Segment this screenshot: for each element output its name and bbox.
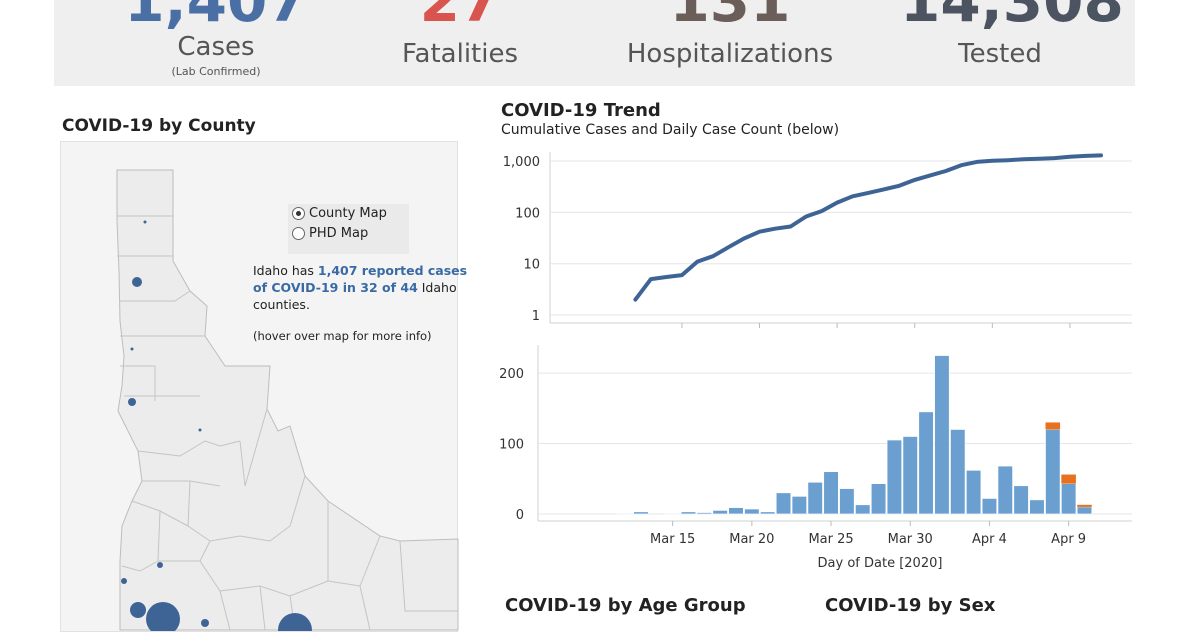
daily-case-bar <box>839 488 855 515</box>
y-tick-label: 10 <box>523 258 540 273</box>
county-cases-dot <box>121 578 127 584</box>
county-cases-dot <box>201 619 209 627</box>
daily-case-bar <box>934 355 950 515</box>
summary-stats-bar: 1,407 Cases (Lab Confirmed) 27 Fatalitie… <box>54 0 1135 86</box>
daily-case-bar <box>886 439 902 515</box>
daily-case-bar <box>1076 506 1093 515</box>
stat-fatalities-value: 27 <box>419 0 501 35</box>
daily-case-bar-extra <box>1061 474 1076 484</box>
county-cases-dot <box>146 602 180 631</box>
daily-case-bar <box>728 507 744 515</box>
y-tick-label: 0 <box>516 508 524 523</box>
radio-county-map-label: County Map <box>309 206 387 221</box>
stat-tested: 14,308 Tested <box>900 0 1124 86</box>
county-cases-dot <box>278 613 312 631</box>
y-tick-label: 100 <box>499 438 524 453</box>
daily-case-bar <box>997 465 1013 515</box>
x-axis-title: Day of Date [2020] <box>818 556 943 570</box>
cumulative-cases-line <box>633 153 1103 302</box>
map-hover-note: (hover over map for more info) <box>253 329 432 343</box>
stat-cases-sublabel: (Lab Confirmed) <box>171 65 261 78</box>
daily-case-bar <box>791 496 807 515</box>
stat-hospitalizations-value: 131 <box>669 0 791 35</box>
daily-case-bar-extra <box>1077 504 1092 507</box>
county-summary-text: Idaho has 1,407 reported cases of COVID-… <box>253 262 483 313</box>
radio-unchecked-icon <box>292 227 305 240</box>
daily-case-bar-extra <box>1045 422 1061 430</box>
county-cases-dot <box>157 562 163 568</box>
summary-highlight: 1,407 reported cases of COVID-19 in 32 o… <box>253 263 468 295</box>
trend-title: COVID-19 Trend <box>501 100 661 121</box>
trend-subtitle: Cumulative Cases and Daily Case Count (b… <box>501 122 840 138</box>
daily-case-bar <box>1013 485 1029 515</box>
daily-case-bar <box>981 498 998 515</box>
cumulative-cases-line-chart[interactable]: 1 10 100 1,000 Mar 15 Mar 20 Mar 25 Mar 30 Apr 4… <box>490 140 1140 335</box>
x-tick-label: Mar 30 <box>892 334 937 335</box>
stat-tested-label: Tested <box>958 39 1042 69</box>
daily-case-bar <box>696 512 712 515</box>
county-cases-dot <box>128 398 136 406</box>
stat-tested-value: 14,308 <box>900 0 1124 35</box>
x-tick-label: Mar 20 <box>737 334 782 335</box>
county-cases-dot <box>143 220 147 224</box>
daily-case-bar <box>760 511 776 515</box>
y-tick-label: 200 <box>499 367 524 382</box>
daily-case-bar <box>807 481 823 515</box>
daily-case-bar <box>918 411 934 515</box>
daily-case-bar <box>775 492 792 515</box>
daily-case-bar <box>633 511 649 515</box>
daily-case-bar <box>950 429 966 515</box>
daily-cases-bar-chart[interactable]: 0 100 200 Mar 15 Mar 20 Mar 25 Mar 30 Apr 4 Apr … <box>490 335 1140 570</box>
radio-phd-map-label: PHD Map <box>309 226 369 241</box>
x-tick-label: Mar 25 <box>815 334 860 335</box>
x-tick-label: Apr 9 <box>1051 532 1086 547</box>
y-tick-label: 1 <box>532 309 540 324</box>
y-tick-label: 1,000 <box>503 155 540 170</box>
x-tick-label: Apr 4 <box>972 532 1007 547</box>
radio-county-map[interactable]: County Map <box>292 206 387 221</box>
x-tick-label: Mar 25 <box>808 532 853 547</box>
x-tick-label: Mar 20 <box>729 532 774 547</box>
daily-case-bar <box>680 511 697 515</box>
y-tick-label: 100 <box>515 206 540 221</box>
daily-case-bar <box>665 512 681 515</box>
daily-case-bar <box>1045 429 1061 515</box>
age-group-title: COVID-19 by Age Group <box>505 595 746 616</box>
daily-case-bar <box>1061 483 1077 515</box>
sex-title: COVID-19 by Sex <box>825 595 996 616</box>
summary-prefix: Idaho has <box>253 263 318 278</box>
daily-case-bar <box>823 471 839 515</box>
stat-cases-label: Cases <box>177 32 255 62</box>
stat-fatalities: 27 Fatalities <box>360 0 560 86</box>
x-tick-label: Mar 30 <box>888 532 933 547</box>
x-tick-label: Mar 15 <box>650 532 695 547</box>
stat-hospitalizations-label: Hospitalizations <box>626 39 834 69</box>
county-section-title: COVID-19 by County <box>62 116 256 136</box>
county-cases-dot <box>130 602 146 618</box>
daily-case-bar <box>1029 499 1045 515</box>
radio-checked-icon <box>292 207 305 220</box>
radio-phd-map[interactable]: PHD Map <box>292 226 368 241</box>
county-cases-dot <box>132 277 142 287</box>
daily-case-bar <box>712 510 728 515</box>
x-tick-label: Apr 9 <box>1052 334 1087 335</box>
idaho-county-map[interactable] <box>60 141 460 631</box>
x-tick-label: Mar 15 <box>659 334 704 335</box>
x-tick-label: Apr 4 <box>975 334 1010 335</box>
county-cases-dot <box>130 347 134 351</box>
daily-case-bar <box>744 508 760 515</box>
daily-case-bar <box>870 483 887 515</box>
daily-case-bar <box>902 436 918 515</box>
daily-case-bar <box>966 470 982 515</box>
stat-cases: 1,407 Cases (Lab Confirmed) <box>116 0 316 86</box>
stat-hospitalizations: 131 Hospitalizations <box>610 0 850 86</box>
map-type-selector: County Map PHD Map <box>288 204 409 254</box>
county-cases-dot <box>198 428 202 432</box>
daily-case-bar <box>617 512 633 515</box>
stat-cases-value: 1,407 <box>124 0 308 35</box>
summary-suffix: Idaho counties. <box>253 280 457 312</box>
stat-fatalities-label: Fatalities <box>401 39 519 69</box>
daily-case-bar <box>855 504 871 515</box>
